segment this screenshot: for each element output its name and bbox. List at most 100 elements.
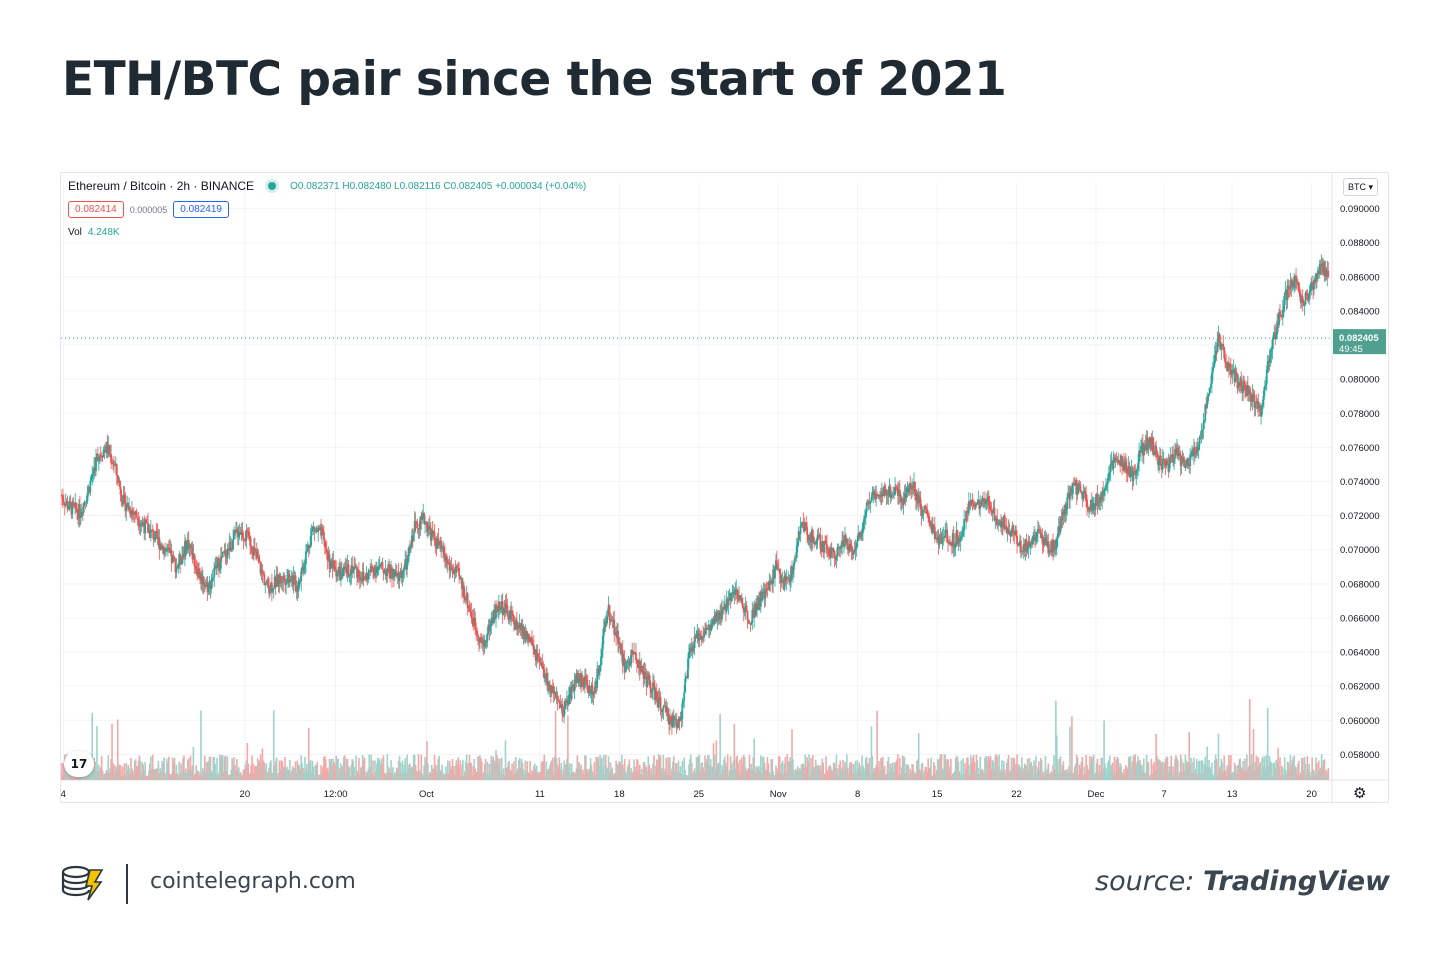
volume-bar — [237, 767, 240, 780]
volume-bar — [1186, 763, 1189, 780]
volume-bar — [1111, 762, 1114, 780]
volume-bar — [277, 772, 280, 780]
sell-price-button[interactable]: 0.082414 — [68, 201, 124, 218]
volume-bar — [1101, 758, 1103, 780]
volume-bar — [616, 763, 618, 780]
candle-body — [93, 467, 95, 473]
volume-bar — [1245, 771, 1247, 780]
x-tick-label: Nov — [770, 789, 787, 800]
volume-bar — [859, 765, 861, 780]
volume-bar — [88, 769, 91, 780]
volume-bar — [1269, 761, 1272, 780]
volume-bar — [1167, 772, 1170, 780]
chart-panel[interactable]: 0.0900000.0880000.0860000.0840000.082000… — [60, 172, 1390, 804]
candle-body — [406, 560, 409, 570]
volume-bar — [134, 759, 137, 780]
volume-bar — [865, 756, 868, 780]
candle-body — [1131, 468, 1134, 482]
candle-body — [1077, 483, 1080, 494]
candle-body — [988, 505, 991, 510]
volume-bar — [561, 774, 564, 780]
candle-body — [1160, 465, 1163, 470]
volume-bar — [434, 764, 437, 780]
volume-bar — [125, 762, 128, 780]
candle-body — [1303, 304, 1306, 307]
volume-bar — [916, 759, 919, 780]
candle-body — [804, 522, 807, 531]
volume-bar — [994, 755, 997, 780]
volume-bar — [707, 755, 709, 780]
volume-bar — [1203, 763, 1206, 780]
volume-bar — [395, 767, 398, 780]
gear-icon[interactable]: ⚙ — [1353, 785, 1367, 802]
volume-bar — [536, 772, 539, 780]
volume-bar — [550, 761, 552, 780]
candle-body — [647, 674, 650, 680]
volume-bar — [416, 772, 419, 780]
volume-bar — [118, 764, 121, 780]
candle-body — [1284, 289, 1287, 293]
candle-body — [727, 600, 730, 606]
candle-body — [366, 572, 369, 580]
candle-body — [408, 547, 410, 557]
volume-bar — [881, 757, 883, 780]
volume-bar — [778, 756, 781, 780]
candle-body — [683, 692, 686, 701]
candle-body — [794, 557, 797, 559]
volume-bar — [220, 757, 222, 780]
candle-body — [1235, 372, 1238, 374]
candle-body — [859, 532, 862, 538]
volume-bar — [1036, 773, 1038, 780]
candle-body — [332, 560, 335, 569]
volume-bar — [1241, 769, 1243, 780]
volume-bar — [385, 773, 388, 780]
candle-body — [337, 570, 339, 574]
volume-bar — [313, 775, 316, 780]
volume-bar — [495, 750, 497, 780]
candle-body — [202, 577, 205, 586]
candle-body — [758, 596, 760, 610]
volume-bar — [176, 773, 179, 780]
currency-select[interactable]: BTC ▾ — [1343, 178, 1378, 196]
buy-price-button[interactable]: 0.082419 — [173, 201, 229, 218]
volume-bar — [339, 767, 341, 780]
volume-bar — [1259, 762, 1261, 780]
volume-bar — [1147, 761, 1150, 780]
candle-body — [1063, 505, 1066, 517]
volume-bar — [765, 770, 768, 780]
bid-ask-row: 0.082414 0.000005 0.082419 — [68, 201, 229, 218]
volume-bar — [1126, 768, 1129, 780]
volume-bar — [1083, 766, 1086, 780]
candle-body — [699, 634, 702, 638]
page-title: ETH/BTC pair since the start of 2021 — [62, 52, 1007, 107]
candle-body — [1040, 534, 1043, 538]
volume-bar — [205, 761, 208, 780]
volume-bar — [1065, 772, 1068, 780]
candle-body — [518, 623, 521, 629]
volume-bar — [1084, 773, 1086, 780]
candle-body — [342, 566, 345, 569]
tradingview-logo-icon[interactable]: 17 — [64, 751, 94, 777]
candle-body — [215, 565, 217, 569]
volume-bar — [683, 757, 686, 780]
candle-body — [1094, 497, 1097, 510]
volume-bar — [684, 769, 686, 780]
candle-body — [96, 453, 99, 461]
volume-bar — [998, 754, 1000, 780]
candle-body — [719, 611, 722, 620]
candle-body — [293, 575, 296, 577]
volume-bar — [236, 758, 238, 780]
volume-bar — [1121, 772, 1123, 780]
candle-body — [319, 527, 322, 530]
candle-body — [84, 502, 87, 504]
volume-bar — [1048, 773, 1051, 780]
volume-bar — [540, 762, 543, 780]
candle-body — [299, 580, 302, 582]
candle-body — [389, 573, 391, 579]
symbol-label[interactable]: Ethereum / Bitcoin · 2h · BINANCE — [68, 179, 255, 193]
candle-body — [1013, 533, 1016, 535]
candlestick-chart[interactable]: 0.0900000.0880000.0860000.0840000.082000… — [61, 173, 1390, 804]
volume-bar — [144, 762, 146, 780]
volume-bar — [516, 771, 518, 780]
